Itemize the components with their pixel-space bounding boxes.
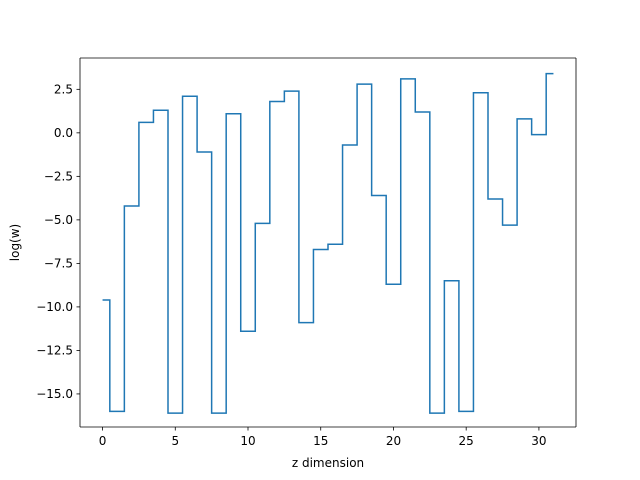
y-tick-label: −15.0 (36, 387, 73, 401)
y-tick-label: −5.0 (44, 213, 73, 227)
y-tick-label: −12.5 (36, 343, 73, 357)
x-axis-label: z dimension (292, 456, 364, 470)
y-tick-label: 2.5 (54, 82, 73, 96)
x-tick-label: 25 (459, 434, 474, 448)
ticks-layer: 0 5 10 15 20 25 30 2.5 0.0 −2.5 −5.0 −7.5 −10.0 −12.5… (36, 82, 546, 448)
x-tick-label: 5 (171, 434, 179, 448)
x-tick-label: 0 (99, 434, 107, 448)
y-tick-label: −10.0 (36, 300, 73, 314)
y-tick-label: −7.5 (44, 256, 73, 270)
series-layer (102, 72, 554, 414)
x-tick-label: 15 (313, 434, 328, 448)
plot-area (80, 58, 576, 427)
y-tick-label: 0.0 (54, 126, 73, 140)
series-step-line (102, 72, 554, 414)
x-tick-label: 20 (386, 434, 401, 448)
x-tick-label: 10 (240, 434, 255, 448)
y-axis-label: log(w) (8, 224, 22, 261)
x-tick-label: 30 (531, 434, 546, 448)
y-tick-label: −2.5 (44, 169, 73, 183)
axes-spines (79, 57, 577, 428)
